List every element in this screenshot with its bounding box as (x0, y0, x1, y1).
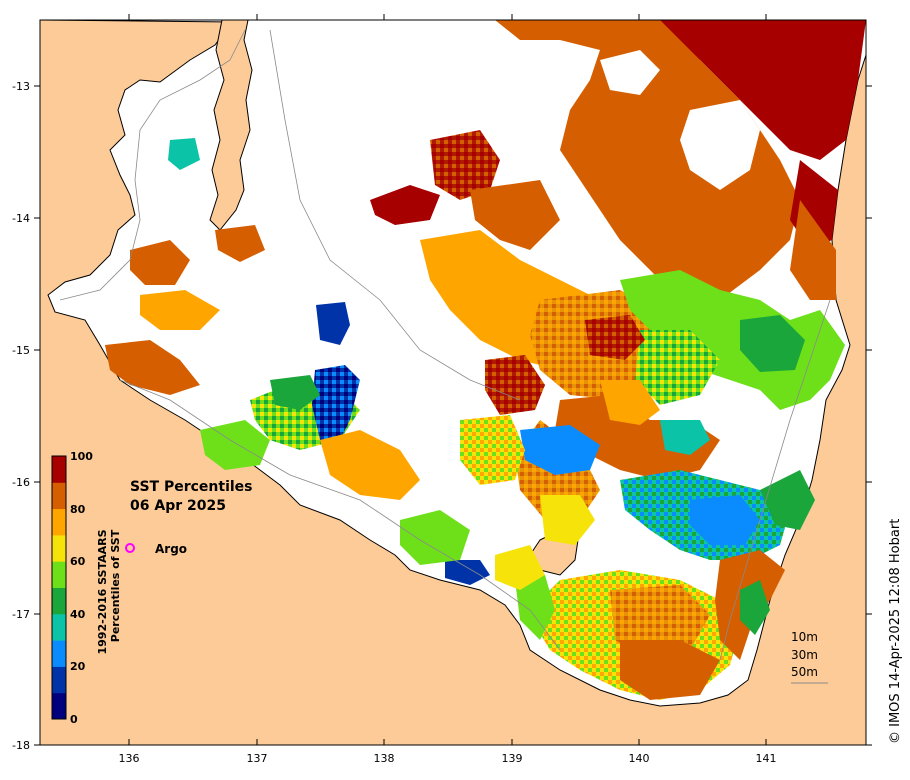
colorbar-segment (52, 666, 66, 694)
credit-text: © IMOS 14-Apr-2025 12:08 Hobart (888, 519, 903, 744)
colorbar-tick-60: 60 (70, 555, 86, 568)
peninsula-land (209, 20, 253, 231)
contour-30m-label: 30m (791, 648, 818, 662)
colorbar-segment (52, 692, 66, 720)
x-tick-labels: 136 137 138 139 140 141 (119, 752, 777, 765)
argo-marker-icon (125, 543, 135, 553)
colorbar-label-line1: 1992-2016 SSTAARS (96, 529, 109, 654)
map-date: 06 Apr 2025 (130, 498, 226, 514)
colorbar: 100 80 60 40 20 0 1992-2016 SSTAARS Perc… (51, 450, 122, 726)
plot-area (40, 20, 866, 745)
colorbar-frame (51, 455, 67, 720)
colorbar-tick-40: 40 (70, 608, 86, 621)
x-tick-label: 141 (756, 752, 777, 765)
x-tick-label: 139 (502, 752, 523, 765)
y-tick-labels: -13 -14 -15 -16 -17 -18 (12, 80, 30, 752)
colorbar-tick-20: 20 (70, 660, 86, 673)
colorbar-segment (52, 587, 66, 615)
x-tick-label: 136 (119, 752, 140, 765)
argo-label: Argo (155, 542, 187, 556)
colorbar-segment (52, 561, 66, 588)
contour-legend: 10m 30m 50m (791, 630, 828, 684)
x-tick-label: 140 (629, 752, 650, 765)
y-tick-label: -13 (12, 80, 30, 93)
y-tick-label: -15 (12, 344, 30, 357)
x-tick-label: 137 (247, 752, 268, 765)
colorbar-tick-0: 0 (70, 713, 78, 726)
bathymetry-contours (59, 29, 831, 661)
colorbar-segments (52, 456, 66, 720)
colorbar-segment (52, 613, 66, 641)
colorbar-segment (52, 640, 66, 667)
colorbar-segment (52, 508, 66, 536)
colorbar-label-line2: Percentiles of SST (109, 529, 122, 642)
colorbar-tick-100: 100 (70, 450, 93, 463)
colorbar-segment (52, 482, 66, 510)
sst-data-layer (105, 20, 866, 700)
colorbar-tick-80: 80 (70, 503, 86, 516)
plot-frame (39, 19, 867, 746)
x-axis-ticks (128, 14, 767, 745)
contour-10m-label: 10m (791, 630, 818, 644)
contour-50m-label: 50m (791, 665, 818, 679)
map-title: SST Percentiles (130, 479, 253, 495)
y-tick-label: -16 (12, 476, 30, 489)
argo-legend: Argo (125, 542, 187, 556)
colorbar-segment (52, 456, 66, 483)
y-axis-ticks (34, 85, 872, 746)
y-tick-label: -14 (12, 212, 30, 225)
y-tick-label: -18 (12, 739, 30, 752)
x-tick-label: 138 (374, 752, 395, 765)
colorbar-segment (52, 534, 66, 562)
y-tick-label: -17 (12, 608, 30, 621)
